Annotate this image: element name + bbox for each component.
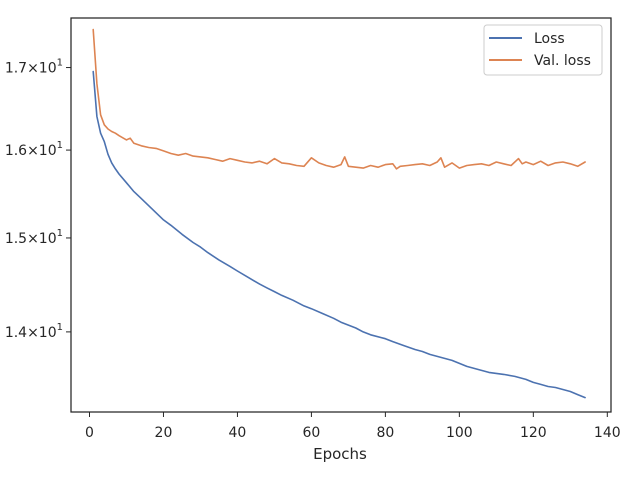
x-tick-label: 120: [520, 425, 547, 441]
plot-frame: [70, 17, 612, 413]
y-tick-label: 1.5×101: [5, 228, 63, 247]
y-tick-mantissa: 1.7×10: [5, 61, 57, 77]
series-line-loss: [92, 70, 586, 399]
x-axis-label: Epochs: [313, 445, 367, 463]
x-axis-ticks: 0 20 40 60 80 100 120 140: [85, 412, 621, 441]
y-tick-mantissa: 1.5×10: [5, 231, 57, 247]
series-line-val-loss: [92, 28, 586, 170]
y-tick-exponent: 1: [57, 58, 63, 69]
x-tick-label: 100: [446, 425, 473, 441]
legend-label-loss: Loss: [534, 31, 565, 47]
y-tick-label: 1.4×101: [5, 322, 63, 341]
y-tick-mantissa: 1.6×10: [5, 143, 57, 159]
y-tick-label: 1.7×101: [5, 58, 63, 77]
x-tick-label: 140: [594, 425, 621, 441]
x-tick-label: 20: [155, 425, 173, 441]
x-tick-label: 0: [85, 425, 94, 441]
x-tick-label: 40: [229, 425, 247, 441]
legend-label-val-loss: Val. loss: [534, 53, 591, 69]
y-tick-label: 1.6×101: [5, 140, 63, 159]
axes-layer: [70, 17, 612, 413]
y-tick-exponent: 1: [57, 228, 63, 239]
legend: Loss Val. loss: [483, 24, 603, 76]
y-tick-exponent: 1: [57, 322, 63, 333]
y-tick-exponent: 1: [57, 140, 63, 151]
x-tick-label: 60: [302, 425, 320, 441]
series-layer: [92, 28, 586, 399]
x-tick-label: 80: [376, 425, 394, 441]
y-tick-mantissa: 1.4×10: [5, 325, 57, 341]
